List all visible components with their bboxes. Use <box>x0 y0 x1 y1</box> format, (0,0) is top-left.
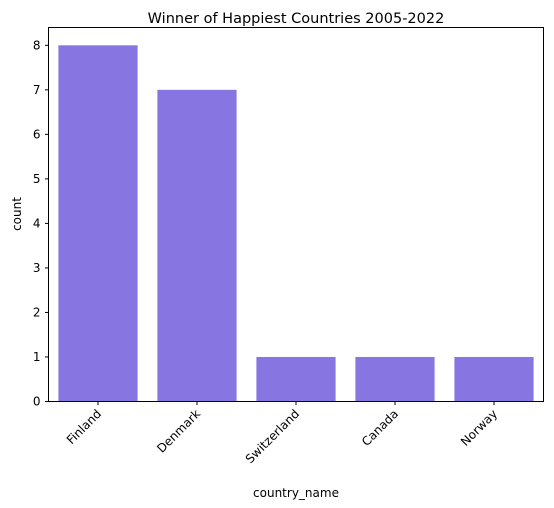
y-tick-label: 0 <box>33 395 41 409</box>
y-tick-label: 1 <box>33 350 41 364</box>
bar-norway <box>454 356 534 402</box>
y-tick-label: 5 <box>33 172 41 186</box>
y-axis-ticks: 0 1 2 3 4 5 6 7 8 <box>33 38 49 409</box>
y-tick-label: 8 <box>33 38 41 52</box>
y-axis-label: count <box>10 197 24 231</box>
plot-frame <box>48 27 544 402</box>
y-tick-label: 6 <box>33 127 41 141</box>
y-tick-label: 4 <box>33 216 41 230</box>
x-axis-label: country_name <box>253 486 339 500</box>
bar-canada <box>355 356 435 402</box>
y-tick-label: 2 <box>33 305 41 319</box>
bar-finland <box>58 45 138 402</box>
y-tick-label: 3 <box>33 261 41 275</box>
y-tick-label: 7 <box>33 83 41 97</box>
bars-group <box>58 45 534 402</box>
bar-denmark <box>157 89 237 402</box>
chart-title: Winner of Happiest Countries 2005-2022 <box>148 11 445 27</box>
bar-switzerland <box>256 356 336 402</box>
